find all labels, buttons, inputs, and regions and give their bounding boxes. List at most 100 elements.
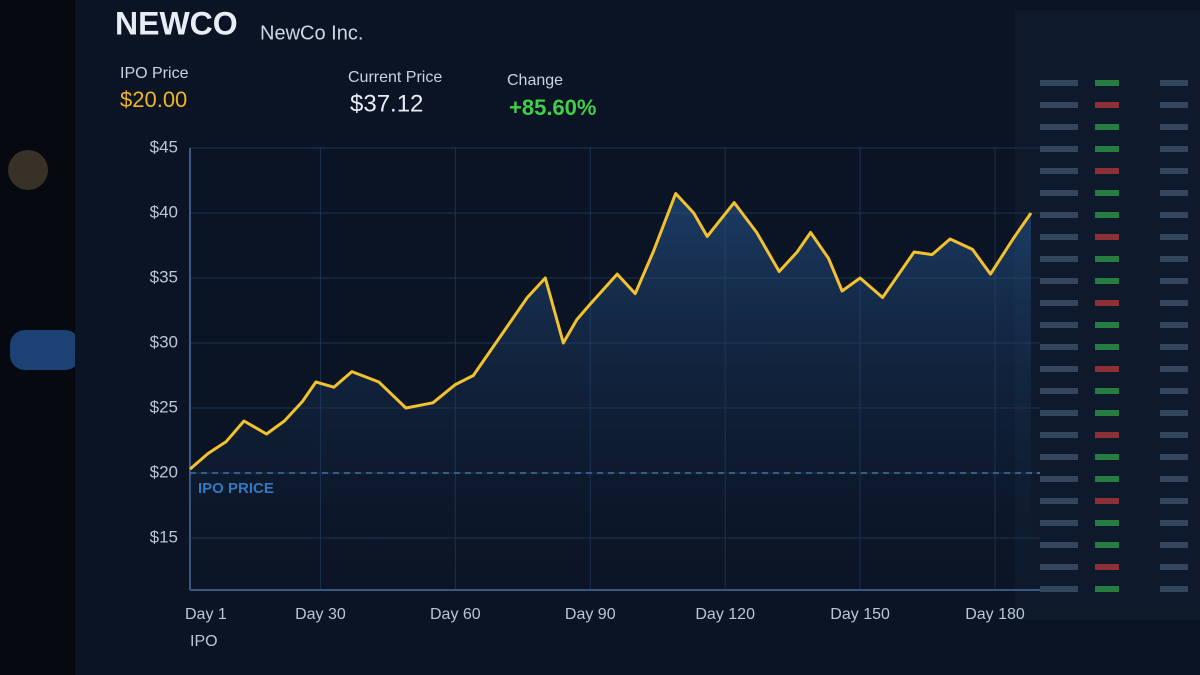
row-cell xyxy=(1040,278,1078,284)
order-book xyxy=(1040,80,1188,592)
row-cell xyxy=(1160,388,1188,394)
row-cell xyxy=(1095,168,1119,174)
y-tick-label: $25 xyxy=(150,397,178,416)
x-tick-label: Day 150 xyxy=(830,606,890,623)
row-cell xyxy=(1160,212,1188,218)
y-tick-label: $40 xyxy=(150,202,178,221)
y-tick-label: $45 xyxy=(150,137,178,156)
row-cell xyxy=(1040,366,1078,372)
row-cell xyxy=(1160,256,1188,262)
row-cell xyxy=(1160,102,1188,108)
stat-label: Current Price xyxy=(348,69,442,86)
row-cell xyxy=(1040,344,1078,350)
row-cell xyxy=(1160,190,1188,196)
row-cell xyxy=(1040,256,1078,262)
row-cell xyxy=(1160,432,1188,438)
row-cell xyxy=(1040,124,1078,130)
row-cell xyxy=(1040,476,1078,482)
row-cell xyxy=(1160,146,1188,152)
x-tick-label: Day 60 xyxy=(430,606,481,623)
row-cell xyxy=(1040,454,1078,460)
row-cell xyxy=(1095,542,1119,548)
row-cell xyxy=(1160,278,1188,284)
y-tick-label: $20 xyxy=(150,462,178,481)
row-cell xyxy=(1095,80,1119,86)
row-cell xyxy=(1040,80,1078,86)
row-cell xyxy=(1095,586,1119,592)
row-cell xyxy=(1095,278,1119,284)
row-cell xyxy=(1095,388,1119,394)
stat-label: IPO Price xyxy=(120,65,189,82)
row-cell xyxy=(1095,454,1119,460)
x-tick-label: Day 90 xyxy=(565,606,616,623)
row-cell xyxy=(1160,344,1188,350)
row-cell xyxy=(1160,542,1188,548)
row-cell xyxy=(1160,498,1188,504)
row-cell xyxy=(1095,498,1119,504)
row-cell xyxy=(1040,498,1078,504)
row-cell xyxy=(1040,564,1078,570)
stat-label: Change xyxy=(507,72,563,89)
row-cell xyxy=(1160,124,1188,130)
row-cell xyxy=(1095,322,1119,328)
stat-value: $37.12 xyxy=(350,90,423,117)
row-cell xyxy=(1160,564,1188,570)
row-cell xyxy=(1040,146,1078,152)
stat-value: $20.00 xyxy=(120,87,187,112)
row-cell xyxy=(1095,146,1119,152)
row-cell xyxy=(1040,322,1078,328)
row-cell xyxy=(1160,234,1188,240)
row-cell xyxy=(1160,476,1188,482)
row-cell xyxy=(1160,410,1188,416)
y-tick-label: $15 xyxy=(150,527,178,546)
row-cell xyxy=(1095,190,1119,196)
row-cell xyxy=(1095,344,1119,350)
bokeh xyxy=(8,150,48,190)
row-cell xyxy=(1040,234,1078,240)
row-cell xyxy=(1040,300,1078,306)
x-tick-label: Day 30 xyxy=(295,606,346,623)
row-cell xyxy=(1095,256,1119,262)
row-cell xyxy=(1040,410,1078,416)
price-line xyxy=(189,192,1033,471)
area xyxy=(190,193,1032,590)
stat-value: +85.60% xyxy=(509,95,596,120)
row-cell xyxy=(1040,212,1078,218)
row-cell xyxy=(1160,168,1188,174)
row-cell xyxy=(1095,234,1119,240)
row-cell xyxy=(1095,476,1119,482)
row-cell xyxy=(1160,366,1188,372)
row-cell xyxy=(1040,542,1078,548)
y-tick-label: $35 xyxy=(150,267,178,286)
y-tick-label: $30 xyxy=(150,332,178,351)
row-cell xyxy=(1095,564,1119,570)
bokeh xyxy=(10,330,80,370)
row-cell xyxy=(1160,586,1188,592)
row-cell xyxy=(1095,366,1119,372)
x-tick-label: Day 1 xyxy=(185,606,227,623)
row-cell xyxy=(1040,168,1078,174)
row-cell xyxy=(1095,520,1119,526)
row-cell xyxy=(1095,410,1119,416)
row-cell xyxy=(1160,322,1188,328)
ticker: NEWCO xyxy=(115,5,238,41)
x-tick-label: Day 120 xyxy=(695,606,755,623)
row-cell xyxy=(1160,520,1188,526)
row-cell xyxy=(1095,300,1119,306)
x-tick-label: Day 180 xyxy=(965,606,1025,623)
company: NewCo Inc. xyxy=(260,22,363,44)
row-cell xyxy=(1040,102,1078,108)
row-cell xyxy=(1160,80,1188,86)
row-cell xyxy=(1040,586,1078,592)
row-cell xyxy=(1095,432,1119,438)
row-cell xyxy=(1160,454,1188,460)
row-cell xyxy=(1095,102,1119,108)
row-cell xyxy=(1040,520,1078,526)
row-cell xyxy=(1095,212,1119,218)
side-panel xyxy=(1015,10,1200,620)
row-cell xyxy=(1095,124,1119,130)
row-cell xyxy=(1040,388,1078,394)
row-cell xyxy=(1160,300,1188,306)
row-cell xyxy=(1040,190,1078,196)
